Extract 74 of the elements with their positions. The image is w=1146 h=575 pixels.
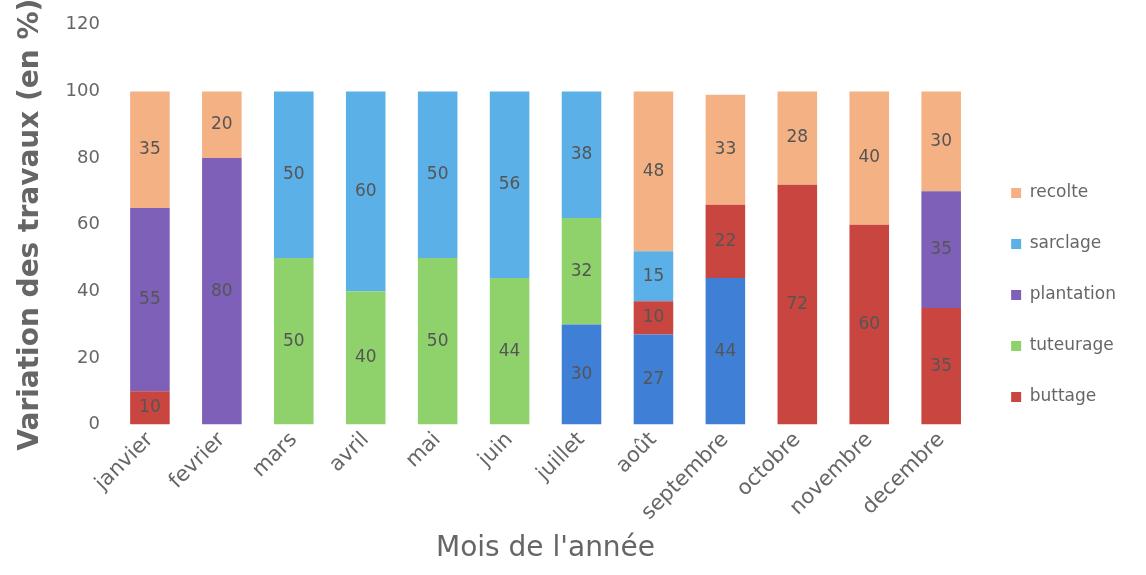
bar: [633, 334, 674, 425]
data-label: 27: [642, 367, 665, 388]
data-label: 60: [354, 179, 377, 200]
data-label: 20: [211, 113, 233, 134]
data-label: 38: [570, 143, 593, 164]
data-label: 10: [642, 306, 665, 327]
bar: [561, 324, 602, 425]
data-label: 22: [714, 229, 737, 250]
x-axis-title: Mois de l'année: [436, 530, 656, 564]
bar: [705, 94, 746, 205]
bar: [130, 391, 170, 425]
legend-label: recolte: [1029, 181, 1089, 202]
data-label: 50: [282, 163, 305, 184]
data-label: 60: [858, 313, 881, 334]
bar: [202, 91, 242, 159]
bar: [489, 277, 530, 425]
bar: [130, 91, 170, 209]
data-label: 40: [858, 146, 881, 167]
data-label: 30: [570, 362, 593, 383]
bar: [921, 307, 961, 425]
data-label: 50: [426, 163, 449, 184]
bar: [274, 91, 314, 258]
bar: [921, 91, 961, 192]
bar: [417, 91, 458, 258]
data-label: 15: [642, 264, 665, 285]
data-label: 35: [930, 354, 952, 375]
data-label: 28: [786, 126, 809, 147]
bar: [777, 184, 818, 425]
bar: [705, 204, 746, 278]
data-label: 55: [139, 288, 161, 309]
y-axis-title: Variation des travaux (en %): [12, 0, 46, 451]
bar: [417, 257, 458, 425]
bar: [345, 291, 386, 425]
legend-label: tuteurage: [1029, 334, 1114, 355]
y-tick-label: 120: [65, 12, 100, 34]
legend-label: sarclage: [1029, 232, 1102, 253]
data-label: 44: [498, 339, 521, 360]
data-label: 30: [930, 129, 952, 150]
y-tick-label: 100: [65, 79, 100, 101]
bar: [633, 251, 674, 302]
bar: [130, 208, 170, 392]
legend-label: buttage: [1029, 385, 1097, 406]
y-tick-label: 40: [77, 278, 100, 300]
bar: [777, 91, 818, 185]
bar: [274, 257, 314, 425]
y-tick-label: 60: [77, 212, 100, 234]
data-label: 32: [570, 259, 593, 280]
data-label: 10: [139, 396, 161, 417]
bar: [849, 224, 890, 425]
bar: [561, 218, 602, 325]
bar: [921, 191, 961, 308]
bar: [489, 91, 530, 278]
data-label: 33: [714, 138, 737, 159]
y-tick-label: 0: [88, 412, 100, 434]
y-tick-label: 20: [77, 345, 100, 367]
bar: [633, 301, 674, 335]
data-label: 35: [139, 138, 161, 159]
data-label: 56: [498, 173, 521, 194]
data-label: 72: [786, 293, 809, 314]
bar: [561, 91, 602, 218]
data-label: 80: [211, 279, 233, 300]
data-label: 35: [930, 238, 952, 259]
data-label: 40: [354, 346, 377, 367]
data-label: 48: [642, 159, 665, 180]
bar: [849, 91, 890, 225]
data-label: 50: [426, 329, 449, 350]
legend-label: plantation: [1029, 283, 1117, 304]
bar: [202, 158, 242, 425]
y-tick-label: 80: [77, 145, 100, 167]
bar: [345, 91, 386, 292]
data-label: 50: [282, 329, 305, 350]
bar: [705, 277, 746, 425]
data-label: 44: [714, 339, 737, 360]
bar: [633, 91, 674, 252]
